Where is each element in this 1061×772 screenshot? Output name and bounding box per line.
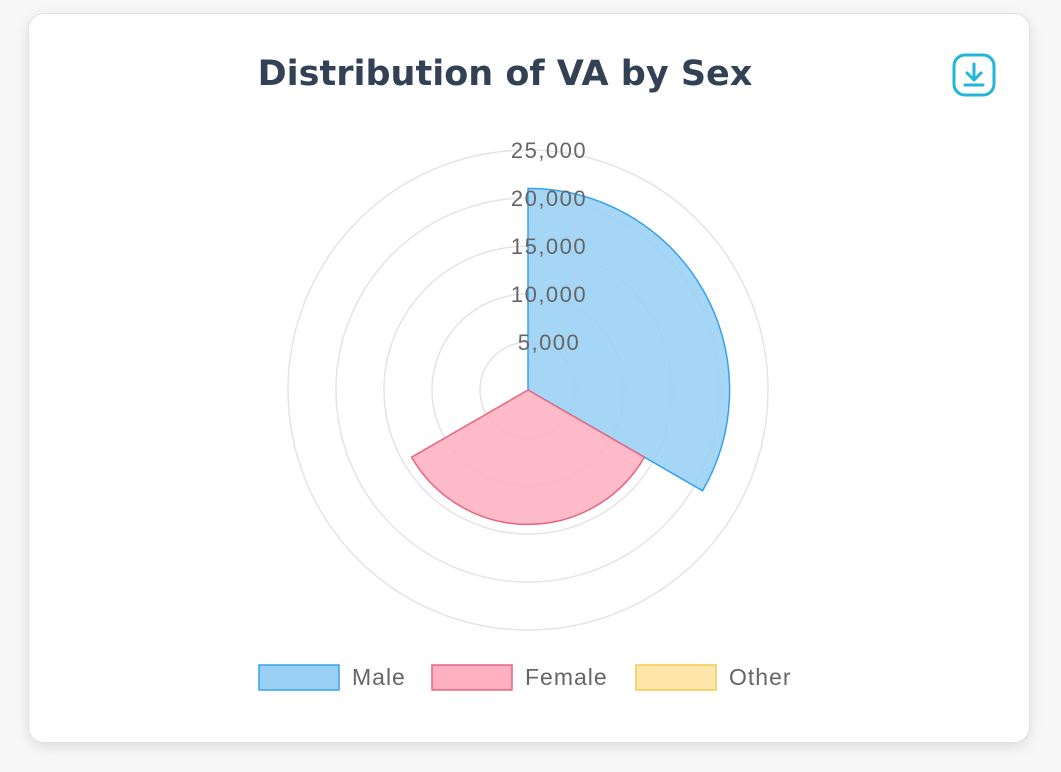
legend-swatch-other	[635, 664, 717, 691]
legend-label-male: Male	[352, 664, 406, 690]
grid-circle-4	[287, 149, 769, 631]
segment-male[interactable]	[527, 187, 731, 492]
legend-swatch-female	[431, 664, 513, 691]
tick-label-3: 20,000	[511, 186, 587, 211]
tick-label-0: 5,000	[518, 330, 581, 355]
tick-label-4: 25,000	[511, 138, 587, 163]
legend-label-female: Female	[525, 664, 608, 690]
legend-item-male[interactable]: Male	[258, 664, 406, 691]
tick-label-2: 15,000	[511, 234, 587, 259]
legend-swatch-male	[258, 664, 340, 691]
chart-segments	[410, 187, 731, 526]
chart-legend: Male Female Other	[258, 664, 792, 691]
legend-item-other[interactable]: Other	[635, 664, 792, 691]
legend-label-other: Other	[729, 664, 792, 690]
legend-item-female[interactable]: Female	[431, 664, 608, 691]
tick-label-1: 10,000	[511, 282, 587, 307]
radial-ticks: 5,000 10,000 15,000 20,000 25,000	[511, 138, 587, 355]
segment-female[interactable]	[410, 389, 646, 526]
download-button[interactable]	[952, 53, 996, 97]
download-icon	[952, 53, 996, 97]
chart-title: Distribution of VA by Sex	[257, 54, 753, 94]
